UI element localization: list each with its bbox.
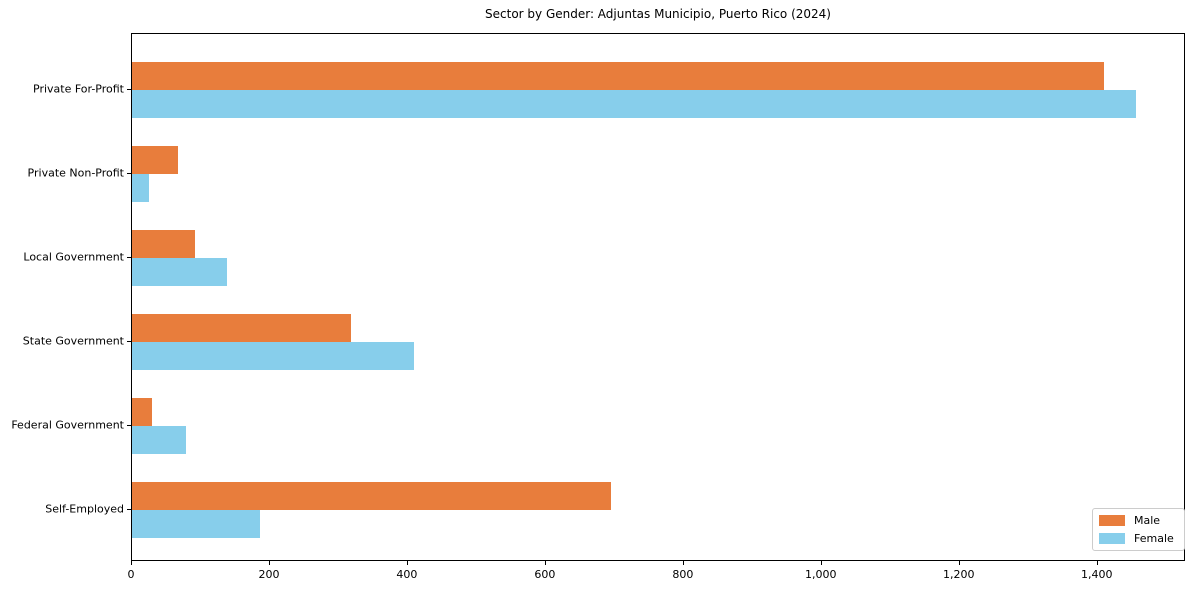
- x-tick-label-200: 200: [258, 568, 280, 581]
- x-tick-label-1-400: 1,400: [1080, 568, 1113, 581]
- legend-item-female: Female: [1099, 533, 1174, 544]
- x-tick-mark: [958, 561, 960, 565]
- x-tick-label-600: 600: [534, 568, 556, 581]
- legend-item-male: Male: [1099, 515, 1174, 526]
- plot-area: [131, 33, 1185, 561]
- x-tick-label-0: 0: [127, 568, 135, 581]
- y-tick-mark: [127, 89, 131, 90]
- x-tick-mark: [268, 561, 270, 565]
- legend-swatch-female: [1099, 533, 1125, 544]
- x-tick-label-1-000: 1,000: [805, 568, 837, 581]
- bar-female-private-for-profit: [132, 90, 1136, 118]
- bar-male-state-government: [132, 314, 351, 342]
- x-tick-label-800: 800: [672, 568, 694, 581]
- bar-female-local-government: [132, 258, 227, 286]
- legend-label-female: Female: [1134, 532, 1174, 545]
- legend: Male Female: [1092, 508, 1185, 551]
- x-tick-mark: [682, 561, 684, 565]
- legend-label-male: Male: [1134, 514, 1161, 527]
- x-tick-mark: [131, 561, 132, 565]
- x-tick-mark: [1096, 561, 1098, 565]
- bar-female-private-non-profit: [132, 174, 150, 202]
- y-tick-mark: [127, 425, 131, 426]
- bar-female-state-government: [132, 342, 415, 370]
- y-tick-label-state-government: State Government: [22, 334, 124, 348]
- bar-female-federal-government: [132, 426, 186, 454]
- chart-title: Sector by Gender: Adjuntas Municipio, Pu…: [485, 7, 831, 21]
- y-tick-mark: [127, 509, 131, 510]
- y-tick-mark: [127, 257, 131, 258]
- x-tick-mark: [820, 561, 822, 565]
- bar-male-local-government: [132, 230, 196, 258]
- y-tick-label-self-employed: Self-Employed: [45, 502, 124, 516]
- legend-swatch-male: [1099, 515, 1125, 526]
- y-tick-mark: [127, 341, 131, 342]
- bar-male-federal-government: [132, 398, 152, 426]
- bar-male-self-employed: [132, 482, 611, 510]
- x-tick-mark: [544, 561, 546, 565]
- y-tick-mark: [127, 173, 131, 174]
- bar-male-private-for-profit: [132, 62, 1104, 90]
- y-tick-label-federal-government: Federal Government: [11, 418, 124, 432]
- bar-male-private-non-profit: [132, 146, 179, 174]
- bar-female-self-employed: [132, 510, 260, 538]
- x-tick-label-1-200: 1,200: [942, 568, 975, 581]
- x-tick-label-400: 400: [396, 568, 418, 581]
- y-tick-label-private-for-profit: Private For-Profit: [33, 82, 124, 96]
- y-tick-label-local-government: Local Government: [23, 250, 124, 264]
- y-tick-label-private-non-profit: Private Non-Profit: [27, 166, 124, 180]
- x-tick-mark: [406, 561, 408, 565]
